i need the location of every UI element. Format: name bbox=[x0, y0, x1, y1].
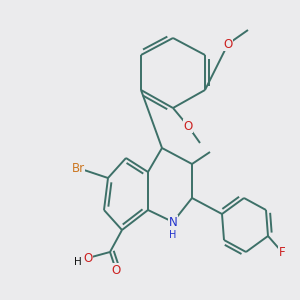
Text: O: O bbox=[83, 251, 93, 265]
Text: H: H bbox=[74, 257, 82, 267]
Text: N: N bbox=[169, 215, 177, 229]
Text: O: O bbox=[224, 38, 232, 50]
Text: Br: Br bbox=[71, 161, 85, 175]
Text: O: O bbox=[111, 263, 121, 277]
Text: F: F bbox=[279, 245, 285, 259]
Text: O: O bbox=[183, 119, 193, 133]
Text: H: H bbox=[169, 230, 177, 240]
